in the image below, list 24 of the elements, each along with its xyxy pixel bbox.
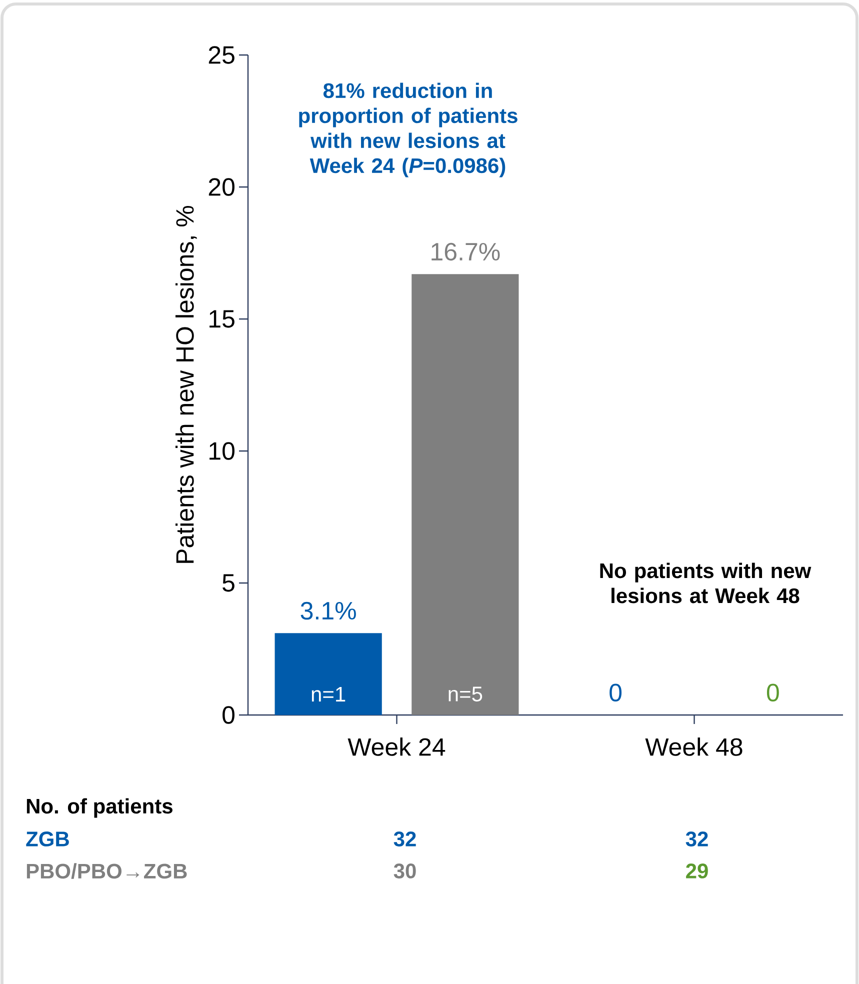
data-label: 16.7% <box>432 242 500 261</box>
text: 32 <box>686 832 708 846</box>
y-tick-label: 0 <box>222 706 234 724</box>
y-tick-label: 25 <box>208 46 234 64</box>
data-label: 3.1% <box>300 602 356 620</box>
y-axis-title: Patients with new HO lesions, % <box>175 206 197 563</box>
text: No. of patients <box>26 798 172 818</box>
text: 30 <box>394 864 416 878</box>
y-tick-label: 10 <box>210 442 234 460</box>
text: 29 <box>686 864 708 878</box>
annotation: No patients with new lesions at Week 48 <box>600 562 812 604</box>
text: 32 <box>394 832 416 846</box>
y-tick-label: 15 <box>210 310 234 328</box>
x-tick-label: Week 24 <box>348 738 446 756</box>
text: 81% reduction in proportion of patients with new lesions at Week 24 (P=0.0986) <box>299 82 518 178</box>
y-tick-label: 20 <box>208 178 234 196</box>
y-tick-label: 5 <box>222 574 234 592</box>
annotation: n=1 <box>312 687 346 702</box>
annotation: n=5 <box>448 686 482 702</box>
x-tick-label: Week 48 <box>645 738 742 756</box>
text: PBO/PBO→ZGB <box>26 863 187 879</box>
text: ZGB <box>26 832 69 846</box>
annotation: 0 <box>610 684 622 702</box>
annotation: 0 <box>766 684 779 702</box>
